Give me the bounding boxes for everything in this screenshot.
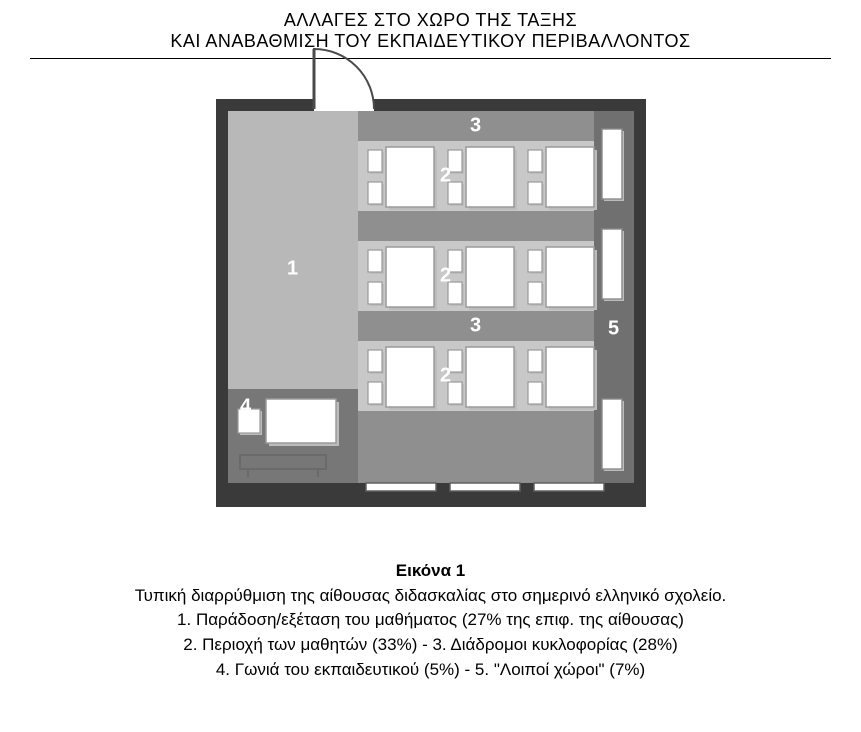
caption-line-3: 2. Περιοχή των μαθητών (33%) - 3. Διάδρο… [30, 633, 831, 658]
zone-label: 5 [608, 318, 619, 341]
header-line-1: ΑΛΛΑΓΕΣ ΣΤΟ ΧΩΡΟ ΤΗΣ ΤΑΞΗΣ [30, 10, 831, 31]
classroom-floorplan: 1 3 2 2 3 2 4 5 [216, 99, 646, 529]
caption-line-2: 1. Παράδοση/εξέταση του μαθήματος (27% τ… [30, 608, 831, 633]
page-header: ΑΛΛΑΓΕΣ ΣΤΟ ΧΩΡΟ ΤΗΣ ΤΑΞΗΣ ΚΑΙ ΑΝΑΒΑΘΜΙΣ… [30, 10, 831, 59]
zone-label: 2 [440, 365, 451, 388]
header-line-2: ΚΑΙ ΑΝΑΒΑΘΜΙΣΗ ΤΟΥ ΕΚΠΑΙΔΕΥΤΙΚΟΥ ΠΕΡΙΒΑΛ… [30, 31, 831, 52]
floorplan-svg [216, 99, 646, 529]
zone-label: 2 [440, 165, 451, 188]
zone-label: 3 [470, 115, 481, 138]
zone-label: 4 [240, 396, 251, 419]
zone-label: 1 [287, 258, 298, 281]
caption-line-4: 4. Γωνιά του εκπαιδευτικού (5%) - 5. "Λο… [30, 658, 831, 683]
floorplan-container: 1 3 2 2 3 2 4 5 [30, 99, 831, 529]
caption-line-1: Τυπική διαρρύθμιση της αίθουσας διδασκαλ… [30, 584, 831, 609]
zone-label: 2 [440, 265, 451, 288]
zone-label: 3 [470, 315, 481, 338]
figure-caption: Εικόνα 1 Τυπική διαρρύθμιση της αίθουσας… [30, 559, 831, 682]
caption-title: Εικόνα 1 [30, 559, 831, 584]
